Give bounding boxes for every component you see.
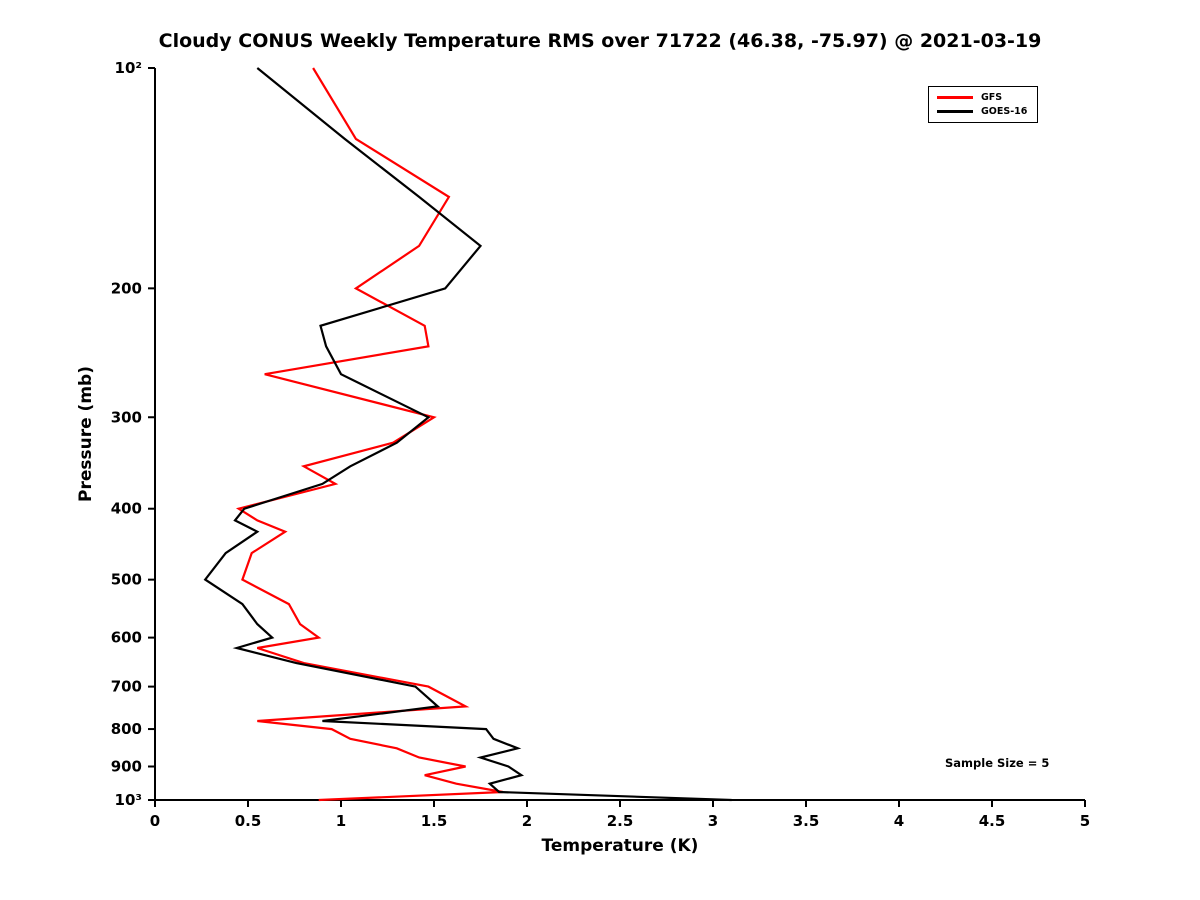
y-tick-label: 200 [111,279,142,297]
x-tick-label: 0 [150,812,160,830]
legend-label-gfs: GFS [981,92,1003,103]
y-tick-label: 900 [111,758,142,776]
x-tick-label: 2 [522,812,532,830]
sample-size-annotation: Sample Size = 5 [945,756,1050,770]
y-tick-label: 600 [111,629,142,647]
gfs-line-swatch [937,96,973,99]
y-tick-label: 400 [111,500,142,518]
x-tick-label: 2.5 [607,812,634,830]
y-tick-label: 500 [111,571,142,589]
y-axis-label: Pressure (mb) [76,366,96,502]
x-tick-label: 1 [336,812,346,830]
legend: GFS GOES-16 [928,86,1039,123]
x-tick-label: 3 [708,812,718,830]
y-tick-label: 10² [115,59,142,77]
legend-item-goes16: GOES-16 [937,106,1027,117]
x-tick-label: 4 [894,812,904,830]
y-tick-label: 10³ [115,791,142,809]
y-tick-label: 800 [111,720,142,738]
y-tick-label: 300 [111,408,142,426]
x-tick-label: 0.5 [235,812,262,830]
legend-item-gfs: GFS [937,92,1027,103]
legend-label-goes16: GOES-16 [981,106,1028,117]
x-tick-label: 5 [1080,812,1090,830]
x-tick-label: 1.5 [421,812,448,830]
x-axis-label: Temperature (K) [541,836,699,856]
series-line-goes-16 [203,67,732,802]
series-line-gfs [235,67,503,802]
x-tick-label: 3.5 [793,812,820,830]
y-tick-label: 700 [111,678,142,696]
chart-title: Cloudy CONUS Weekly Temperature RMS over… [158,30,1042,52]
goes16-line-swatch [937,110,973,113]
x-tick-label: 4.5 [979,812,1006,830]
